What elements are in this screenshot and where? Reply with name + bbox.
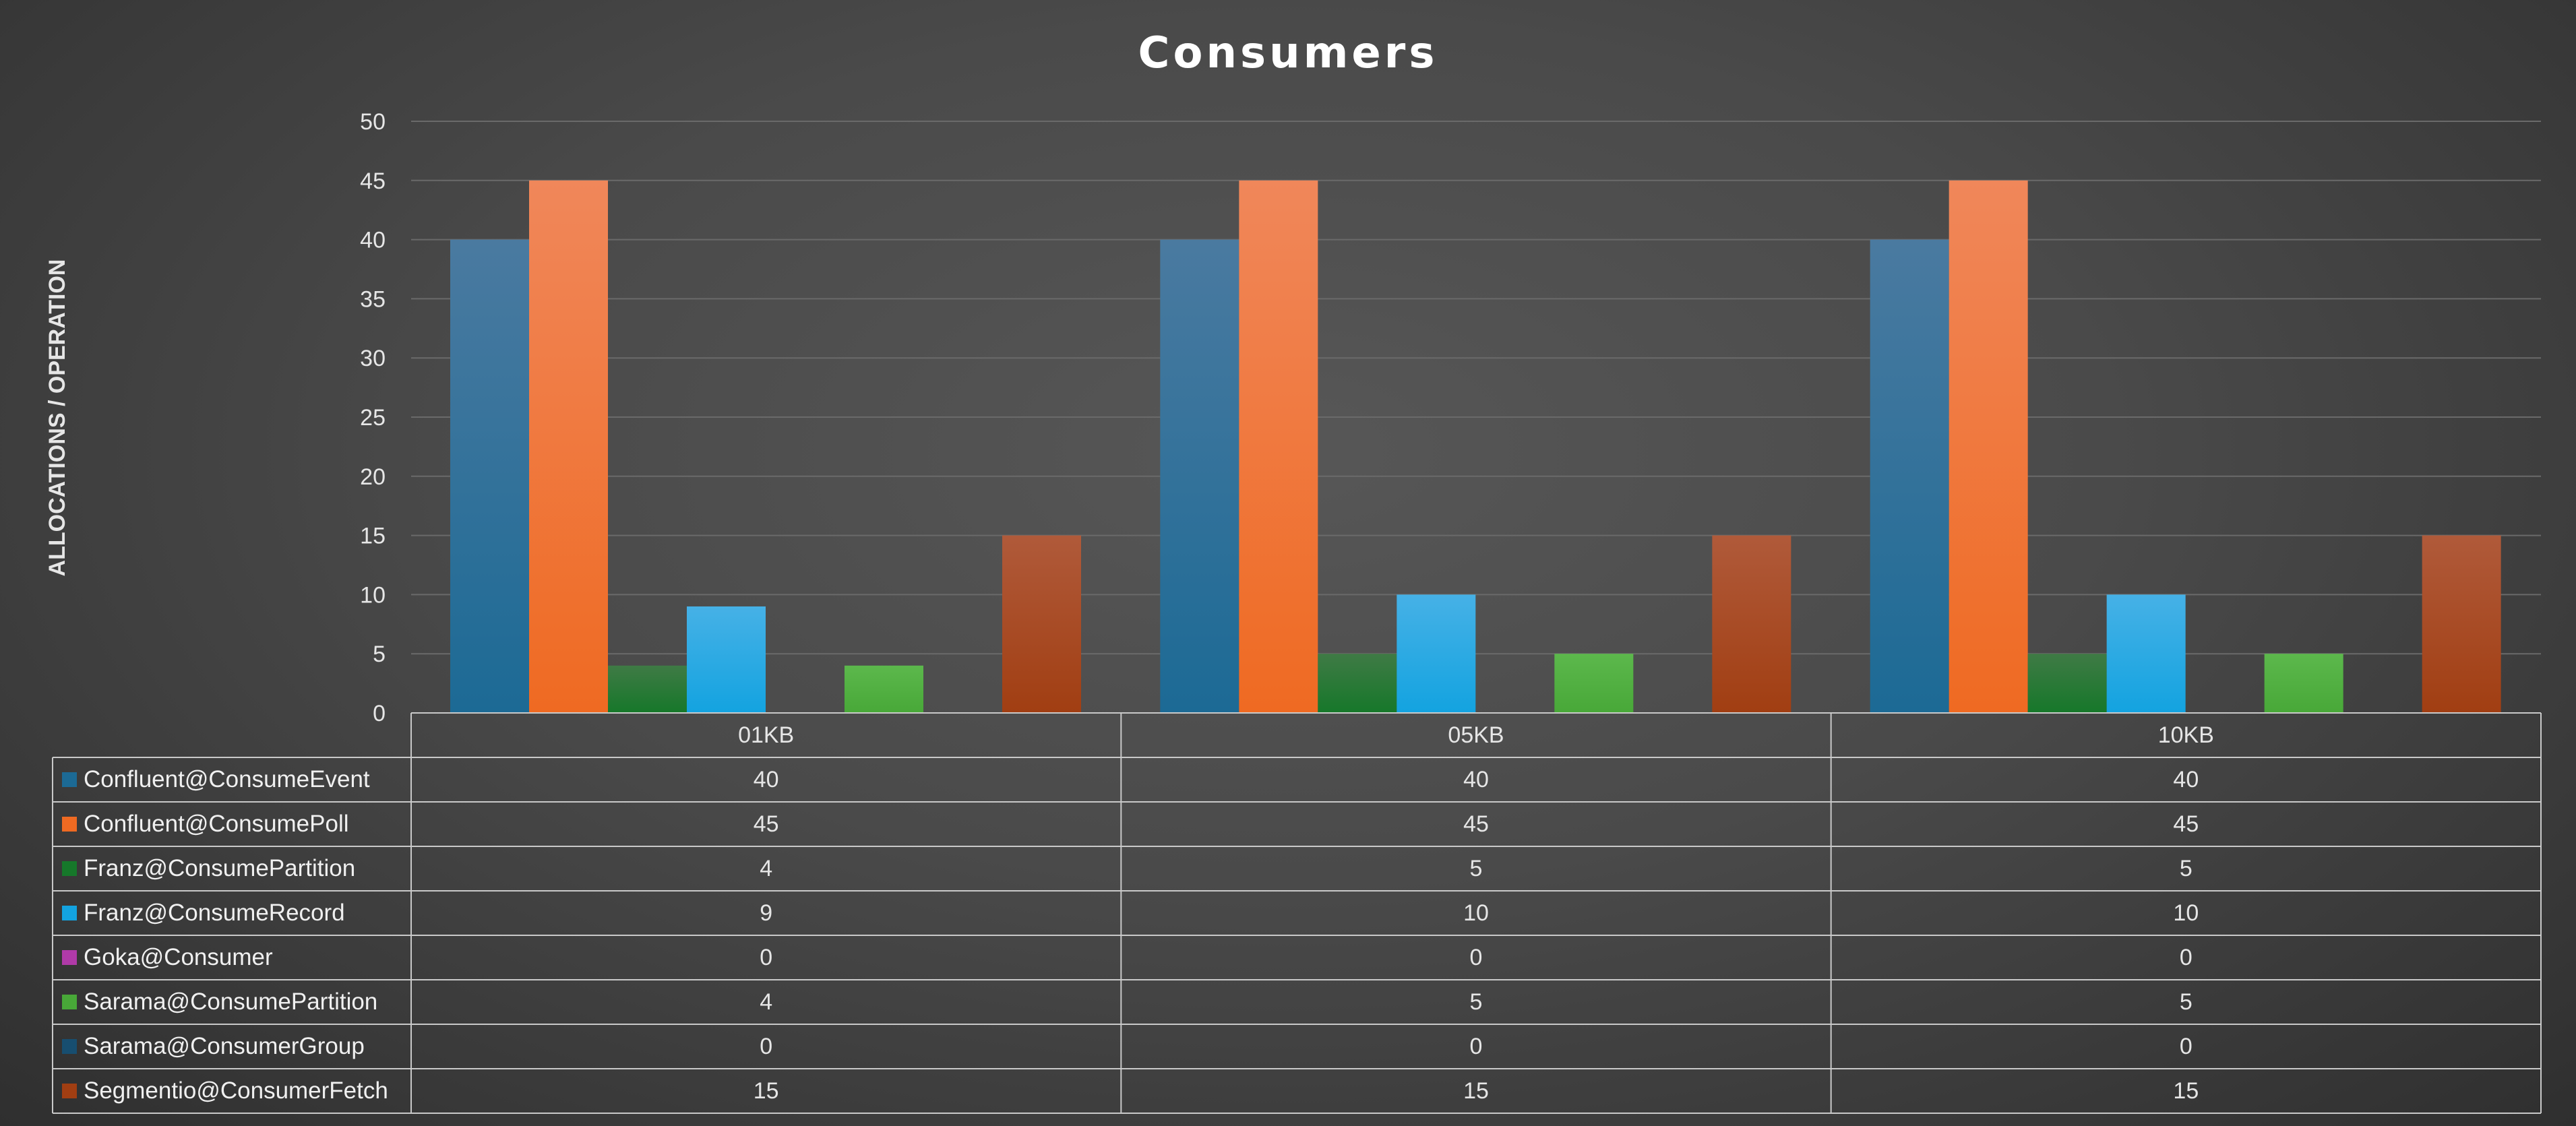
table-cell-value: 45 bbox=[2173, 811, 2199, 837]
legend-series-name: Confluent@ConsumePoll bbox=[84, 811, 349, 837]
bar bbox=[1712, 535, 1791, 713]
table-cell-value: 0 bbox=[760, 945, 772, 970]
y-tick-label: 35 bbox=[360, 286, 386, 312]
y-tick-label: 5 bbox=[373, 642, 386, 667]
bar bbox=[450, 239, 529, 714]
bar bbox=[529, 180, 608, 713]
bar bbox=[2264, 654, 2343, 713]
bar bbox=[1002, 535, 1081, 713]
bar bbox=[1160, 239, 1239, 714]
y-tick-label: 50 bbox=[360, 109, 386, 135]
table-cell-value: 0 bbox=[1470, 1034, 1483, 1059]
bar bbox=[1554, 654, 1634, 713]
table-cell-value: 15 bbox=[2173, 1078, 2199, 1104]
y-tick-label: 40 bbox=[360, 228, 386, 253]
legend-series-name: Goka@Consumer bbox=[84, 944, 273, 970]
legend-series-name: Confluent@ConsumeEvent bbox=[84, 766, 370, 792]
table-cell-value: 0 bbox=[2180, 945, 2192, 970]
bar bbox=[1239, 180, 1318, 713]
x-category-label: 10KB bbox=[2158, 722, 2214, 748]
bar bbox=[845, 665, 923, 713]
table-cell-value: 45 bbox=[1463, 811, 1489, 837]
bar bbox=[2027, 654, 2107, 713]
bar bbox=[608, 665, 687, 713]
legend-swatch bbox=[62, 772, 77, 787]
y-axis-label: ALLOCATIONS / OPERATION bbox=[44, 259, 70, 577]
table-cell-value: 0 bbox=[760, 1034, 772, 1059]
y-tick-label: 10 bbox=[360, 582, 386, 608]
chart-title: Consumers bbox=[1138, 28, 1438, 78]
table-cell-value: 5 bbox=[1470, 856, 1483, 881]
table-cell-value: 4 bbox=[760, 989, 772, 1015]
bar bbox=[1318, 654, 1397, 713]
table-cell-value: 40 bbox=[754, 767, 779, 792]
bar bbox=[2422, 535, 2501, 713]
table-cell-value: 40 bbox=[2173, 767, 2199, 792]
legend-series-name: Franz@ConsumeRecord bbox=[84, 900, 345, 926]
table-cell-value: 9 bbox=[760, 900, 772, 926]
legend-swatch bbox=[62, 906, 77, 920]
bars bbox=[450, 180, 2501, 714]
table-cell-value: 40 bbox=[1463, 767, 1489, 792]
table-cell-value: 15 bbox=[754, 1078, 779, 1104]
table-cell-value: 10 bbox=[2173, 900, 2199, 926]
bar bbox=[1397, 594, 1476, 713]
y-tick-label: 0 bbox=[373, 701, 386, 726]
table-cell-value: 0 bbox=[1470, 945, 1483, 970]
y-tick-label: 25 bbox=[360, 405, 386, 431]
y-tick-label: 20 bbox=[360, 464, 386, 490]
table-cell-value: 5 bbox=[2180, 989, 2192, 1015]
table-cell-value: 5 bbox=[2180, 856, 2192, 881]
table-cell-value: 45 bbox=[754, 811, 779, 837]
table-cell-value: 15 bbox=[1463, 1078, 1489, 1104]
table-cell-value: 0 bbox=[2180, 1034, 2192, 1059]
legend-swatch bbox=[62, 995, 77, 1009]
gridlines bbox=[411, 121, 2541, 655]
legend-series-name: Sarama@ConsumerGroup bbox=[84, 1033, 365, 1059]
x-category-label: 05KB bbox=[1448, 722, 1504, 748]
table-cell-value: 10 bbox=[1463, 900, 1489, 926]
bar bbox=[2106, 594, 2186, 713]
bar bbox=[1949, 180, 2028, 713]
legend-swatch bbox=[62, 861, 77, 876]
y-tick-label: 45 bbox=[360, 168, 386, 194]
legend-series-name: Segmentio@ConsumerFetch bbox=[84, 1077, 388, 1104]
legend-swatch bbox=[62, 1039, 77, 1054]
bar bbox=[1870, 239, 1949, 714]
legend-swatch bbox=[62, 950, 77, 965]
legend-series-name: Franz@ConsumePartition bbox=[84, 855, 355, 881]
y-axis-ticks: 0 5 10 15 20 25 30 35 40 45 50 bbox=[360, 109, 386, 726]
y-tick-label: 30 bbox=[360, 346, 386, 371]
bar bbox=[687, 606, 766, 713]
legend-series-name: Sarama@ConsumePartition bbox=[84, 989, 377, 1015]
legend-swatch bbox=[62, 817, 77, 832]
y-tick-label: 15 bbox=[360, 524, 386, 549]
legend-swatch bbox=[62, 1084, 77, 1098]
table-cell-value: 4 bbox=[760, 856, 772, 881]
table-cell-value: 5 bbox=[1470, 989, 1483, 1015]
x-category-label: 01KB bbox=[738, 722, 794, 748]
